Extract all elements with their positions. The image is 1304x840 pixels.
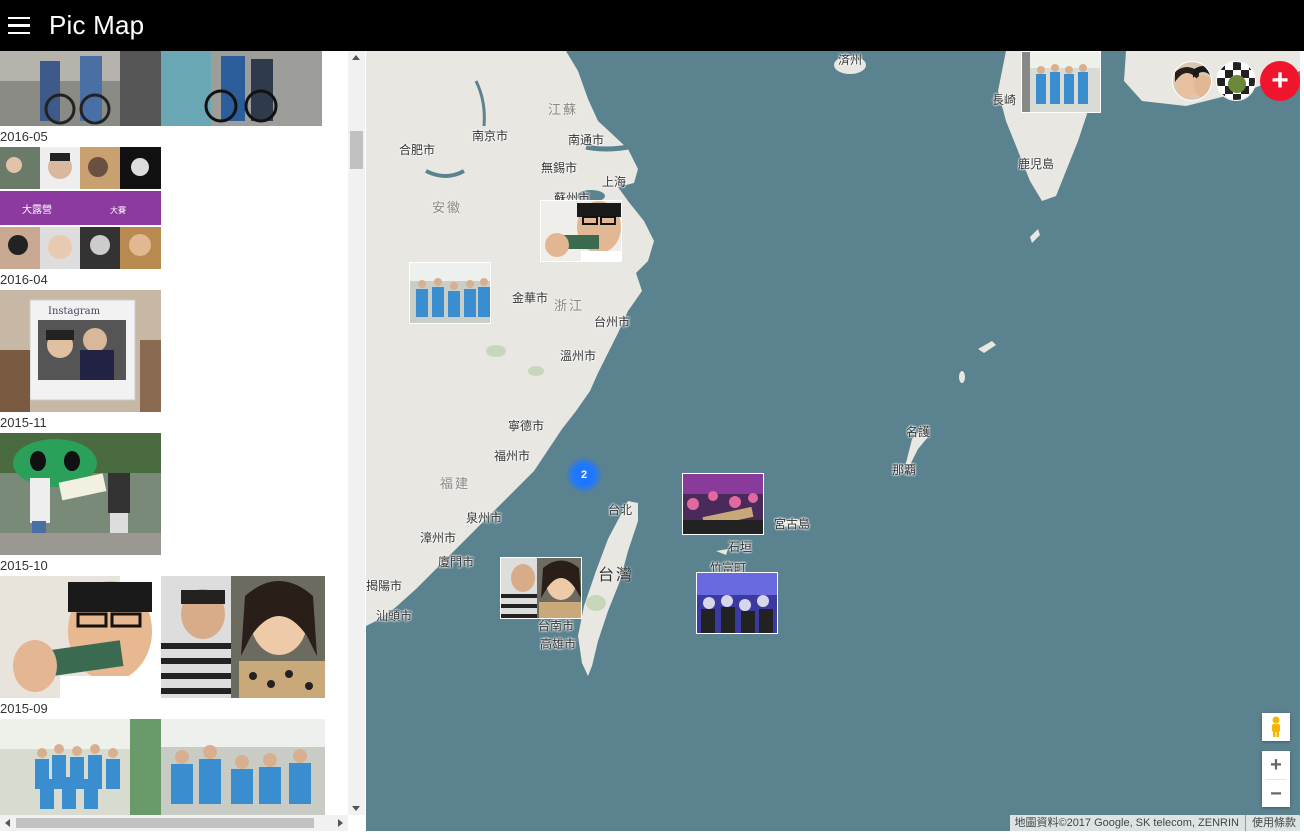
scroll-right-icon[interactable] [338,819,343,827]
city-label: 溫州市 [560,349,597,363]
photo-marker[interactable] [682,473,764,535]
city-label: 長崎 [992,93,1017,107]
photo-thumbnail[interactable] [0,433,161,555]
vertical-scrollbar[interactable] [348,51,365,815]
hamburger-icon[interactable] [0,0,38,51]
scroll-down-icon[interactable] [352,806,360,811]
photo-marker[interactable] [1021,51,1101,113]
photo-thumbnail[interactable] [0,51,161,126]
region-label: 江蘇 [548,102,579,117]
month-label: 2015-10 [0,558,48,573]
city-label: 揭陽市 [366,579,403,593]
city-label: 南京市 [472,129,509,143]
city-label: 金華市 [512,291,549,305]
photo-list: 2016-05 大露營 大賽 2016-04 [0,51,348,815]
city-label: 泉州市 [466,511,503,525]
svg-text:大露營: 大露營 [22,203,52,216]
add-photo-button[interactable]: + [1260,61,1300,101]
street-view-pegman-icon[interactable] [1262,713,1290,741]
photo-sidebar: 2016-05 大露營 大賽 2016-04 [0,51,366,831]
city-label: 那覇 [892,463,917,477]
svg-text:大賽: 大賽 [110,205,126,215]
horizontal-scrollbar[interactable] [0,815,348,831]
zoom-divider [1266,779,1286,780]
region-label: 台灣 [598,567,635,584]
photo-marker[interactable] [540,200,622,262]
photo-thumbnail[interactable]: Instagram [0,290,161,412]
map-base-layer [366,51,1300,676]
city-label: 鹿児島 [1018,157,1055,171]
city-label: 合肥市 [399,143,436,157]
terms-link[interactable]: 使用條款 [1245,815,1296,831]
photo-thumbnail[interactable] [161,576,325,698]
scroll-up-icon[interactable] [352,55,360,60]
month-label: 2015-11 [0,415,47,430]
zoom-out-button[interactable]: − [1270,782,1282,805]
city-label: 宮古島 [774,517,811,531]
city-label: 廈門市 [438,555,475,569]
svg-text:Instagram: Instagram [48,306,101,317]
photo-thumbnail[interactable] [0,719,161,815]
user-controls: + [1172,61,1300,101]
photo-marker[interactable] [696,572,778,634]
photo-marker[interactable] [409,262,491,324]
scrollbar-thumb[interactable] [350,131,363,169]
city-label: 福州市 [494,449,531,463]
city-label: 上海 [602,175,627,189]
city-label: 台南市 [538,619,575,633]
city-label: 汕頭市 [376,609,413,623]
map-canvas[interactable]: 江蘇 安徽 浙江 福建 台灣 合肥市 南京市 南通市 無錫市 蘇州市 上海 金華… [366,51,1300,831]
month-label: 2016-05 [0,129,48,144]
avatar[interactable] [1216,61,1256,101]
city-label: 高雄市 [540,637,577,651]
city-label: 台州市 [594,315,631,329]
city-label: 漳州市 [420,531,457,545]
app-bar: Pic Map [0,0,1304,51]
month-label: 2015-09 [0,701,48,716]
city-label: 寧德市 [508,419,545,433]
region-label: 福建 [440,476,471,491]
city-label: 無錫市 [541,161,578,175]
region-label: 浙江 [554,298,585,313]
zoom-control: + − [1262,751,1290,807]
city-label: 竹富町 [710,561,747,575]
city-label: 南通市 [568,133,605,147]
photo-thumbnail[interactable]: 大露營 大賽 [0,147,161,269]
city-label: 名護 [906,425,931,439]
page-edge [0,831,1304,840]
photo-thumbnail[interactable] [0,576,161,698]
photo-marker[interactable] [500,557,582,619]
map-attribution: 地圖資料©2017 Google, SK telecom, ZENRIN 使用條… [1010,815,1300,831]
avatar[interactable] [1172,61,1212,101]
photo-thumbnail[interactable] [161,719,325,815]
month-label: 2016-04 [0,272,48,287]
page-edge [1300,51,1304,840]
zoom-in-button[interactable]: + [1270,753,1282,776]
attribution-text: 地圖資料©2017 Google, SK telecom, ZENRIN [1014,817,1239,829]
app-title: Pic Map [49,10,145,40]
scrollbar-thumb[interactable] [16,818,314,828]
city-label: 済州 [838,53,863,67]
photo-thumbnail[interactable] [161,51,322,126]
city-label: 石垣 [728,540,753,554]
scroll-left-icon[interactable] [5,819,10,827]
cluster-marker[interactable]: 2 [566,457,602,493]
city-label: 台北 [608,503,633,517]
region-label: 安徽 [432,200,463,215]
cluster-count: 2 [580,469,588,481]
